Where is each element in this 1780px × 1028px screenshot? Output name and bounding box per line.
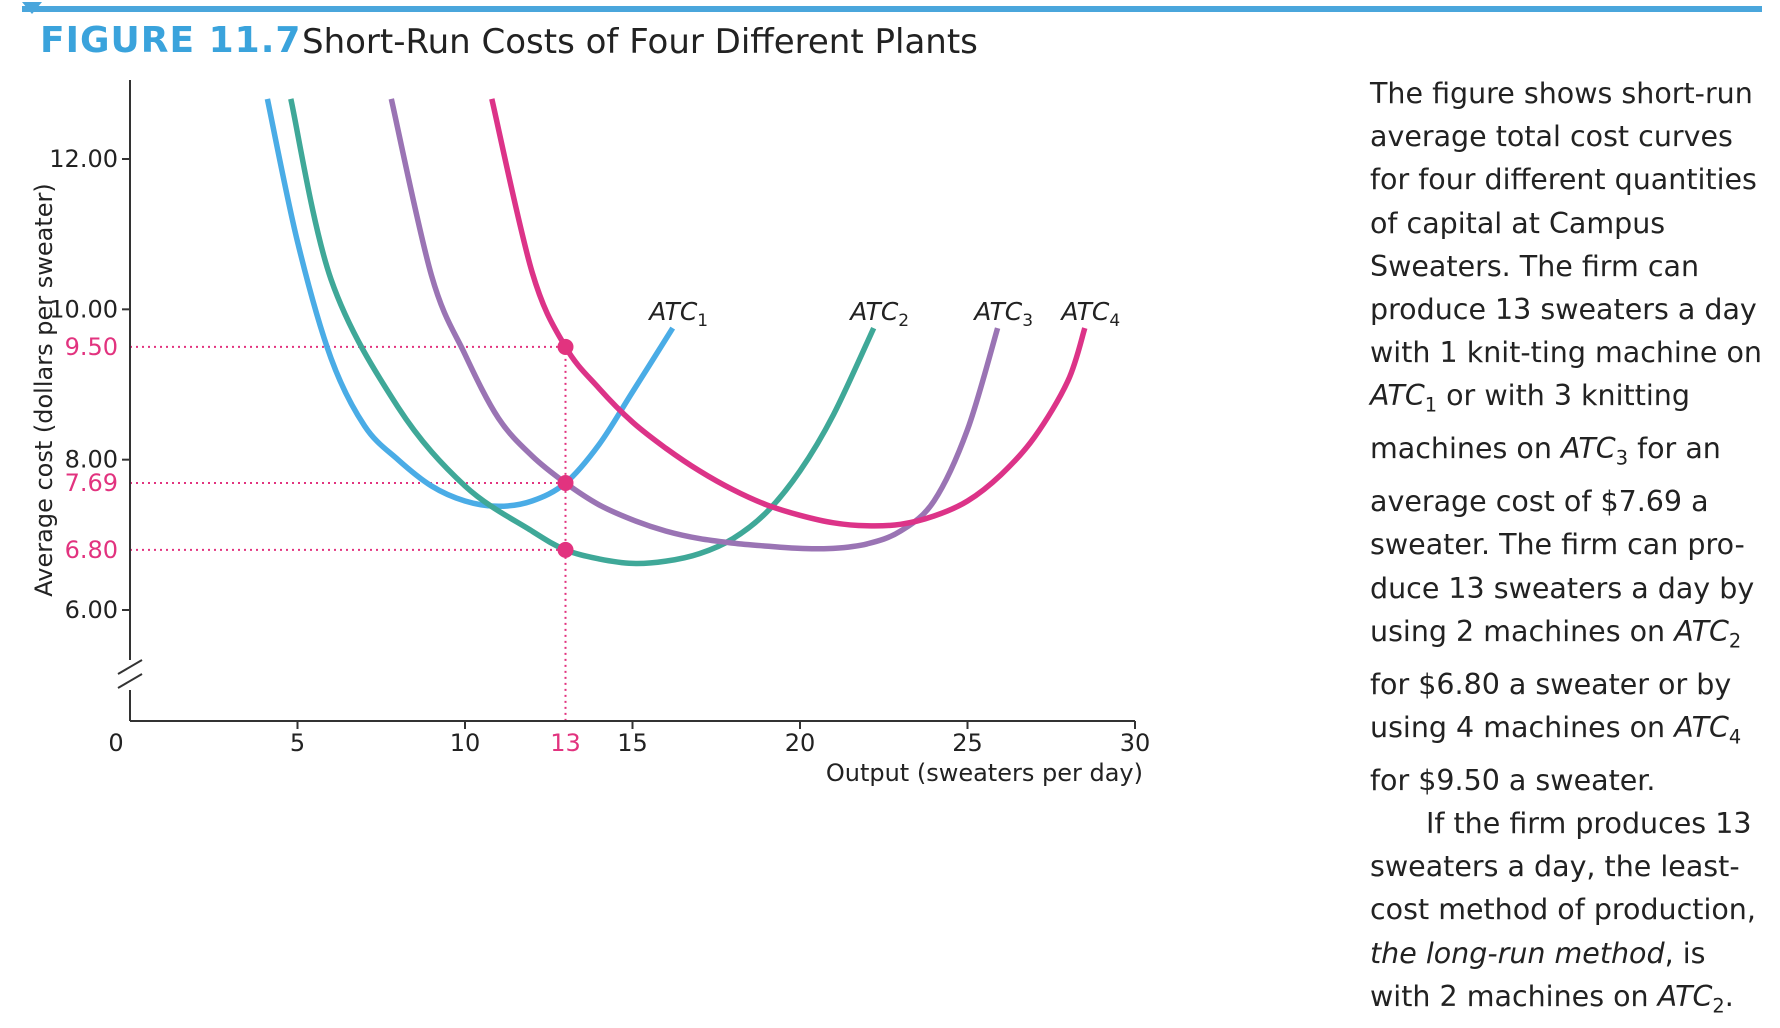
caption-p1-run-12: for $9.50 a sweater. — [1370, 763, 1656, 797]
atc3-label: ATC3 — [972, 297, 1033, 331]
x-tick-label: 15 — [617, 729, 648, 757]
y-tick-label: 10.00 — [49, 295, 118, 323]
caption-paragraph-1: The figure shows short-run average total… — [1370, 72, 1768, 802]
caption-p1-run-0: The figure shows short-run average total… — [1370, 77, 1763, 370]
caption-p2-run-4: 2 — [1712, 994, 1725, 1018]
x-tick-label: 10 — [450, 729, 481, 757]
caption-p1-run-6: for an average cost of $7.69 a sweater. … — [1370, 432, 1755, 648]
atc1-label: ATC1 — [647, 297, 708, 331]
caption-p1-run-9: for $6.80 a sweater or by using 4 machin… — [1370, 667, 1732, 744]
caption-p1-run-11: 4 — [1728, 725, 1742, 749]
guide-lines — [130, 345, 567, 721]
caption-p2-run-3: ATC — [1657, 979, 1713, 1013]
caption-paragraph-2: If the firm produces 13 sweaters a day, … — [1370, 802, 1768, 1028]
x-tick-label: 20 — [785, 729, 816, 757]
caption-p2-run-1: the long-run method — [1370, 936, 1665, 970]
y-axis-break-mark — [117, 659, 143, 675]
caption-p2-run-5: . — [1724, 979, 1734, 1013]
highlight-point — [557, 474, 574, 491]
x-tick-label: 30 — [1120, 729, 1151, 757]
top-rule-notch — [22, 2, 42, 14]
figure-number: FIGURE 11.7 — [40, 20, 302, 61]
caption-p2-run-0: If the firm produces 13 sweaters a day, … — [1370, 807, 1756, 927]
figure-caption: The figure shows short-run average total… — [1370, 72, 1768, 1028]
chart-labels: 5 10 15 20 25 30 0 13 6.00 8.00 10.00 12.00 Output (… — [30, 145, 1150, 787]
highlight-point — [557, 338, 574, 355]
chart-axes — [117, 80, 1136, 729]
x-highlight-label: 13 — [550, 729, 581, 757]
atc4-label: ATC4 — [1059, 297, 1120, 331]
x-origin-label: 0 — [108, 729, 123, 757]
cost-curves — [264, 98, 1088, 567]
caption-p1-run-7: ATC — [1674, 614, 1729, 648]
figure-title: Short-Run Costs of Four Different Plants — [302, 22, 978, 62]
caption-p1-run-3: or with 3 knitting machines on — [1370, 379, 1690, 466]
highlight-points — [557, 338, 574, 558]
highlight-value-label: 6.80 — [65, 536, 118, 564]
atc4-curve — [489, 98, 1088, 529]
atc2-curve — [288, 98, 877, 567]
highlight-point — [557, 541, 574, 558]
highlight-value-label: 9.50 — [65, 333, 118, 361]
top-rule — [22, 6, 1762, 12]
x-tick-label: 25 — [952, 729, 983, 757]
y-tick-label: 6.00 — [65, 596, 118, 624]
atc3-curve — [388, 98, 1001, 552]
atc2-label: ATC2 — [848, 297, 909, 331]
caption-p1-run-8: 2 — [1728, 629, 1742, 653]
y-tick-label: 12.00 — [49, 145, 118, 173]
y-axis-break-mark — [117, 673, 143, 689]
caption-p1-run-4: ATC — [1560, 432, 1616, 466]
caption-p1-run-10: ATC — [1674, 710, 1729, 744]
y-axis-title: Average cost (dollars per sweater) — [30, 183, 58, 596]
y-tick-label: 8.00 — [65, 446, 118, 474]
cost-chart: 5 10 15 20 25 30 0 13 6.00 8.00 10.00 12.00 Output (… — [30, 80, 1150, 787]
atc1-curve — [264, 98, 676, 510]
caption-p1-run-2: 1 — [1424, 394, 1438, 418]
x-axis-title: Output (sweaters per day) — [826, 759, 1143, 787]
caption-p1-run-5: 3 — [1615, 447, 1629, 470]
caption-p1-run-1: ATC — [1370, 379, 1425, 413]
highlight-value-label: 7.69 — [65, 469, 118, 497]
x-tick-label: 5 — [290, 729, 305, 757]
